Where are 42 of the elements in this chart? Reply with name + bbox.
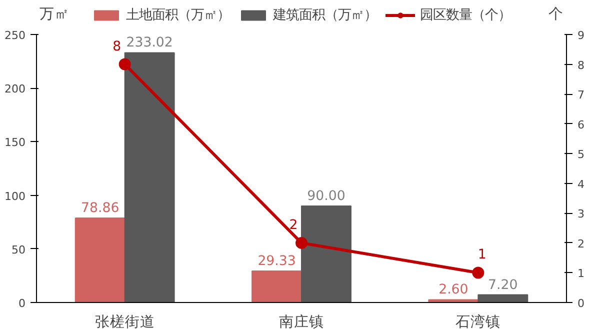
y2-tick-label: 8 xyxy=(578,58,584,72)
point xyxy=(296,236,308,249)
data-label: 233.02 xyxy=(126,36,173,51)
point xyxy=(118,58,131,70)
y2-tick-label: 6 xyxy=(578,118,584,132)
data-label: 2 xyxy=(289,218,298,233)
y2-tick-label: 5 xyxy=(578,148,584,162)
data-label: 7.20 xyxy=(488,278,518,293)
y2-tick-label: 1 xyxy=(578,267,584,280)
data-label: 8 xyxy=(112,39,122,54)
point xyxy=(472,266,484,279)
bar xyxy=(301,206,352,302)
y2-axis-title: 个 xyxy=(548,6,564,22)
y2-tick-label: 7 xyxy=(578,88,584,102)
y-tick-label: 150 xyxy=(4,136,26,150)
data-label: 90.00 xyxy=(307,189,346,204)
data-label: 78.86 xyxy=(81,200,120,216)
y2-tick-label: 2 xyxy=(578,237,584,250)
y-tick-label: 250 xyxy=(4,29,26,42)
bar xyxy=(252,270,302,302)
bar xyxy=(478,294,528,302)
y2-tick-label: 4 xyxy=(578,178,584,191)
y2-tick-label: 0 xyxy=(578,297,584,310)
y-tick-label: 50 xyxy=(12,243,26,256)
x-tick-label: 张槎街道 xyxy=(94,314,155,329)
x-tick-label: 石湾镇 xyxy=(456,314,501,329)
y-tick-label: 200 xyxy=(4,82,26,96)
x-tick-label: 南庄镇 xyxy=(279,314,324,329)
y2-tick-label: 3 xyxy=(578,208,584,221)
y-tick-label: 100 xyxy=(4,190,26,203)
legend-label: 园区数量（个） xyxy=(420,7,511,24)
bar xyxy=(428,299,479,302)
data-label: 29.33 xyxy=(258,254,296,270)
y-tick-label: 0 xyxy=(18,297,26,310)
data-label: 1 xyxy=(478,248,486,263)
legend-label: 土地面积（万㎡） xyxy=(126,6,230,24)
bar xyxy=(74,217,126,302)
data-label: 2.60 xyxy=(438,282,468,298)
y-axis-title: 万㎡ xyxy=(40,6,70,22)
y2-tick-label: 9 xyxy=(578,29,584,42)
bar xyxy=(124,52,175,302)
legend-label: 建筑面积（万㎡） xyxy=(273,6,377,24)
